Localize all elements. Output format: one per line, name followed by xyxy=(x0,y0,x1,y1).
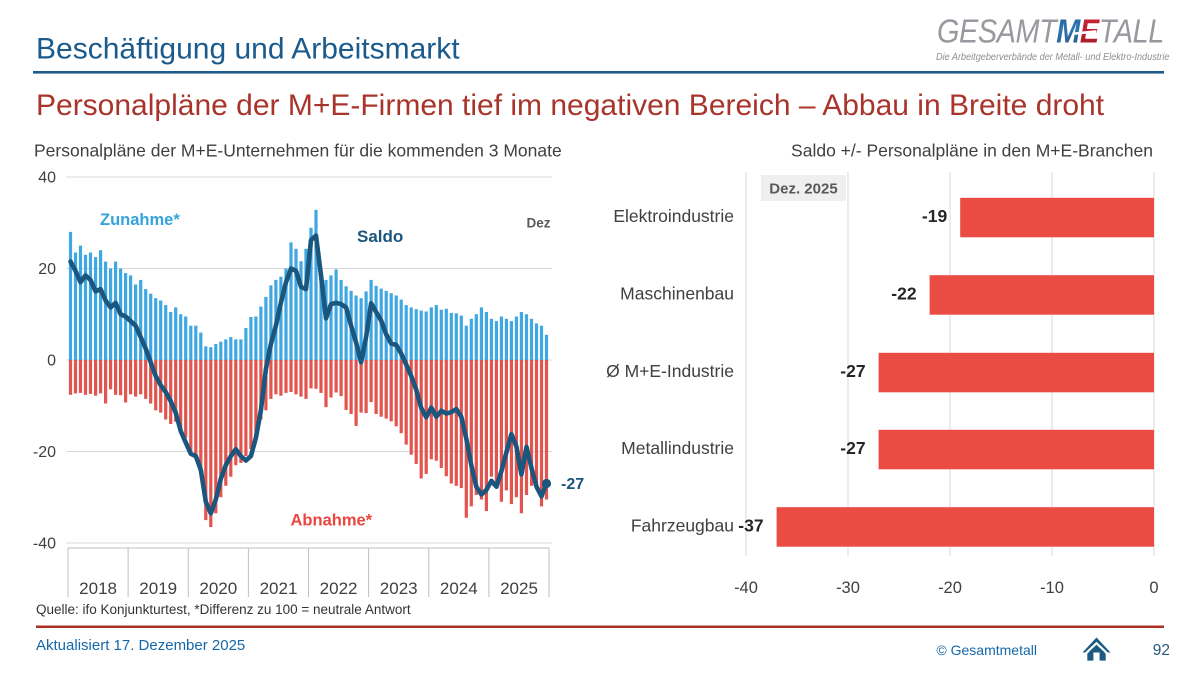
svg-text:40: 40 xyxy=(38,170,56,187)
svg-text:2022: 2022 xyxy=(320,579,358,598)
svg-text:2018: 2018 xyxy=(79,579,117,598)
svg-text:2024: 2024 xyxy=(440,579,478,598)
svg-text:Saldo: Saldo xyxy=(357,227,403,246)
svg-text:-22: -22 xyxy=(891,284,917,304)
svg-text:Personalpläne der M+E-Unterneh: Personalpläne der M+E-Unternehmen für di… xyxy=(34,141,562,161)
svg-text:Aktualisiert 17. Dezember 2025: Aktualisiert 17. Dezember 2025 xyxy=(36,637,245,654)
svg-text:2021: 2021 xyxy=(260,579,298,598)
svg-text:Saldo +/- Personalpläne in den: Saldo +/- Personalpläne in den M+E-Branc… xyxy=(791,141,1153,161)
svg-text:GESAMTMETALL: GESAMTMETALL xyxy=(937,13,1164,50)
svg-text:Ø M+E-Industrie: Ø M+E-Industrie xyxy=(606,361,734,381)
svg-text:2019: 2019 xyxy=(139,579,177,598)
svg-text:-27: -27 xyxy=(840,361,865,381)
svg-text:Abnahme*: Abnahme* xyxy=(291,512,373,530)
svg-text:Metallindustrie: Metallindustrie xyxy=(621,438,734,458)
svg-text:-27: -27 xyxy=(561,476,584,493)
svg-text:-37: -37 xyxy=(738,516,763,536)
svg-text:Elektroindustrie: Elektroindustrie xyxy=(613,206,734,226)
svg-text:-20: -20 xyxy=(33,444,56,461)
svg-text:2020: 2020 xyxy=(199,579,237,598)
svg-text:0: 0 xyxy=(1149,579,1158,597)
svg-text:2023: 2023 xyxy=(380,579,418,598)
svg-text:-20: -20 xyxy=(938,579,962,597)
svg-text:-40: -40 xyxy=(33,536,56,553)
svg-text:© Gesamtmetall: © Gesamtmetall xyxy=(936,642,1037,658)
svg-text:-10: -10 xyxy=(1040,579,1064,597)
svg-text:Zunahme*: Zunahme* xyxy=(100,211,180,229)
svg-text:-30: -30 xyxy=(836,579,860,597)
svg-text:Quelle: ifo Konjunkturtest, *D: Quelle: ifo Konjunkturtest, *Differenz z… xyxy=(36,602,411,617)
svg-text:Dez. 2025: Dez. 2025 xyxy=(769,181,837,198)
svg-text:20: 20 xyxy=(38,261,56,278)
svg-text:0: 0 xyxy=(47,353,56,370)
svg-text:92: 92 xyxy=(1153,642,1170,659)
svg-text:Personalpläne der M+E-Firmen t: Personalpläne der M+E-Firmen tief im neg… xyxy=(36,89,1105,122)
svg-text:Maschinenbau: Maschinenbau xyxy=(620,284,734,304)
svg-text:-27: -27 xyxy=(840,438,865,458)
svg-text:-40: -40 xyxy=(734,579,758,597)
svg-text:Die Arbeitgeberverbände der Me: Die Arbeitgeberverbände der Metall- und … xyxy=(936,51,1170,63)
svg-text:Fahrzeugbau: Fahrzeugbau xyxy=(631,516,734,536)
svg-text:Beschäftigung und Arbeitsmarkt: Beschäftigung und Arbeitsmarkt xyxy=(36,33,460,66)
svg-text:-19: -19 xyxy=(922,206,948,226)
svg-text:Dez: Dez xyxy=(526,216,550,231)
svg-text:2025: 2025 xyxy=(500,579,538,598)
